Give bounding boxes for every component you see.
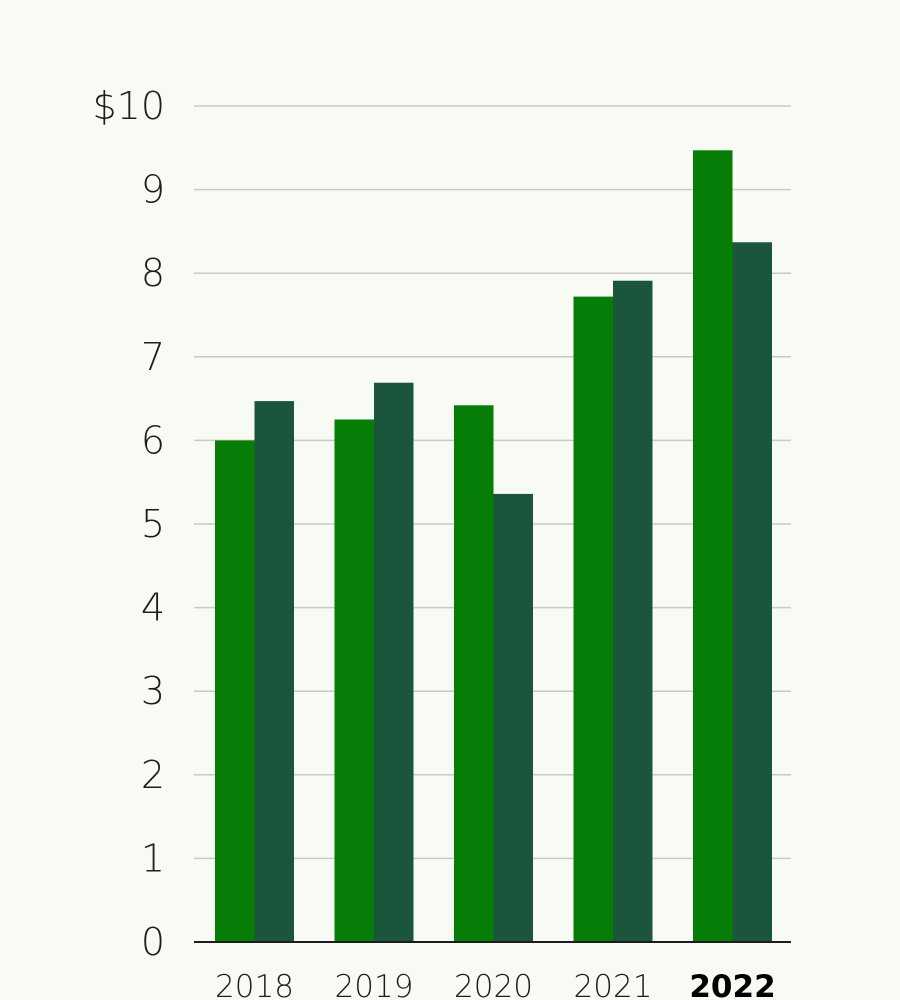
bar-2020-series-2 (493, 493, 533, 942)
y-tick-label-2: 2 (141, 753, 165, 797)
y-tick-label-4: 4 (141, 586, 165, 630)
bars (215, 150, 772, 943)
bar-2018-series-1 (215, 440, 255, 942)
bar-2019-series-2 (374, 382, 414, 942)
y-tick-label-9: 9 (141, 168, 165, 212)
y-tick-label-5: 5 (141, 502, 165, 546)
bar-2022-series-1 (693, 150, 733, 943)
bar-2018-series-2 (254, 401, 294, 942)
bar-2021-series-1 (573, 296, 613, 942)
x-tick-label-2018: 2018 (215, 969, 294, 1000)
y-tick-label-0: 0 (141, 920, 165, 964)
y-tick-label-1: 1 (141, 836, 165, 880)
y-tick-label-7: 7 (141, 335, 165, 379)
x-axis-category-labels: 2018 2019 2020 2021 2022 (215, 969, 776, 1000)
x-tick-label-2020: 2020 (454, 969, 533, 1000)
y-axis-tick-labels: 0 1 2 3 4 5 6 7 8 9 $10 (92, 84, 165, 964)
y-tick-label-8: 8 (141, 251, 165, 295)
y-tick-label-10: $10 (92, 84, 165, 128)
bar-2021-series-2 (613, 280, 653, 942)
bar-2019-series-1 (334, 419, 374, 942)
bar-2022-series-2 (732, 242, 772, 942)
x-tick-label-2022: 2022 (689, 969, 775, 1000)
x-tick-label-2019: 2019 (335, 969, 414, 1000)
y-tick-label-3: 3 (141, 669, 165, 713)
bar-2020-series-1 (454, 405, 494, 943)
y-tick-label-6: 6 (141, 418, 165, 462)
x-tick-label-2021: 2021 (574, 969, 653, 1000)
